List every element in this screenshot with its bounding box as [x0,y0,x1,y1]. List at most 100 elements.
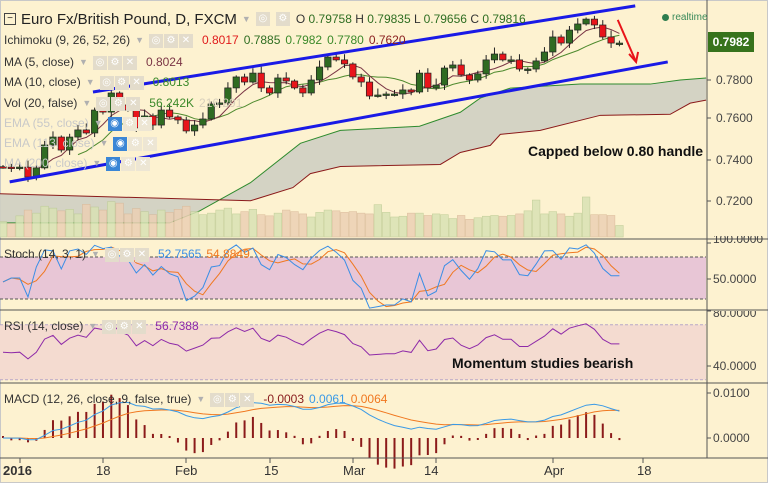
gear-icon[interactable]: ⚙ [128,137,143,151]
close-icon[interactable]: ✕ [137,117,152,131]
close-icon[interactable]: ✕ [122,56,137,70]
candle-down [357,76,365,83]
volume-bar [407,212,416,238]
gear-icon[interactable]: ⚙ [122,117,137,131]
chevron-down-icon[interactable]: ▼ [82,98,92,108]
chevron-down-icon[interactable]: ▼ [135,35,144,45]
candle-down [291,80,299,89]
volume-bar [473,217,482,238]
legend-ema55[interactable]: EMA (55, close) ▼ ◉ ⚙ ✕ [4,115,153,131]
volume-bar [115,202,124,238]
volume-bar [323,209,332,238]
candle-down [266,87,274,94]
eye-icon[interactable]: ◎ [102,320,117,334]
volume-bar [182,205,191,238]
candle-down [299,87,307,94]
volume-bar [332,210,341,238]
candle-up [232,76,240,89]
close-icon[interactable]: ✕ [136,157,151,171]
candle-up [207,103,215,120]
chevron-down-icon[interactable]: ▼ [93,118,103,128]
close-icon[interactable]: ✕ [179,34,193,48]
candle-up [157,109,165,126]
stoch-k-value: 52.7565 [157,247,202,261]
price-tick: 0.7200 [716,194,753,208]
eye-hidden-icon[interactable]: ◉ [106,157,121,171]
gear-icon[interactable]: ⚙ [117,320,132,334]
chevron-down-icon[interactable]: ▼ [99,138,109,148]
chevron-down-icon[interactable]: ▼ [92,158,102,168]
gear-icon[interactable]: ⚙ [111,97,126,111]
eye-icon[interactable]: ◎ [210,393,225,407]
legend-stoch[interactable]: Stoch (14, 3, 1) ▼ ◎ ⚙ ✕ 52.7565 54.8849 [4,246,250,262]
candle-up [415,72,424,93]
candle-down [349,63,357,78]
close-icon[interactable]: ✕ [129,76,144,90]
legend-vol[interactable]: Vol (20, false) ▼ ◎ ⚙ ✕ 56.242K 216.291 [4,95,242,111]
minus-box-icon[interactable]: − [4,13,16,25]
eye-icon[interactable]: ◎ [99,76,114,90]
candle-down [0,166,7,169]
chevron-down-icon[interactable]: ▼ [241,14,251,24]
candle-up [490,53,499,61]
volume-bar [123,213,133,238]
ma5-value: 0.8024 [145,55,183,69]
gear-icon[interactable]: ⚙ [119,248,134,262]
candle-down [499,53,507,61]
candle-up [315,66,324,81]
legend-ma10[interactable]: MA (10, close) ▼ ◎ ⚙ ✕ 0.8013 [4,74,189,90]
gear-icon[interactable]: ⚙ [121,157,136,171]
candle-down [599,24,607,38]
chart-title: Euro Fx/British Pound, D, FXCM [21,10,237,28]
candle-up [399,89,407,95]
close-icon[interactable]: ✕ [126,97,141,111]
legend-macd[interactable]: MACD (12, 26, close, 9, false, true) ▼ ◎… [4,391,387,407]
macd-hist-value: -0.0003 [263,392,305,406]
legend-ma200[interactable]: MA (200, close) ▼ ◉ ⚙ ✕ [4,155,151,171]
eye-hidden-icon[interactable]: ◉ [107,117,122,131]
chevron-down-icon[interactable]: ▼ [79,57,88,67]
legend-label: EMA (113, close) [4,136,95,150]
close-icon[interactable]: ✕ [240,393,255,407]
close-icon[interactable]: ✕ [143,137,158,151]
eye-icon[interactable]: ◎ [255,12,270,26]
gear-icon[interactable]: ⚙ [107,56,122,70]
candle-down [365,81,374,97]
chevron-down-icon[interactable]: ▼ [88,321,98,331]
legend-ichimoku[interactable]: Ichimoku (9, 26, 52, 26) ▼ ◎ ⚙ ✕ 0.8017 0.… [4,32,406,48]
candle-up [91,109,99,134]
high-label: H [355,12,364,26]
eye-icon[interactable]: ◎ [92,56,107,70]
realtime-indicator: realtime [662,12,708,23]
eye-icon[interactable]: ◎ [96,97,111,111]
candle-up [274,77,282,94]
legend-ma5[interactable]: MA (5, close) ▼ ◎ ⚙ ✕ 0.8024 [4,54,183,70]
eye-icon[interactable]: ◎ [149,34,163,48]
high-value: 0.79835 [367,12,411,26]
volume-bar [515,213,524,238]
chevron-down-icon[interactable]: ▼ [91,249,100,259]
candle-up [199,118,207,126]
ichimoku-value: 0.7780 [327,33,364,47]
chevron-down-icon[interactable]: ▼ [85,77,95,87]
eye-hidden-icon[interactable]: ◉ [113,137,128,151]
gear-icon[interactable]: ⚙ [164,34,178,48]
volume-bar [357,212,366,238]
legend-rsi[interactable]: RSI (14, close) ▼ ◎ ⚙ ✕ 56.7388 [4,318,199,334]
volume-bar [448,218,457,238]
candle-up [540,51,549,62]
chevron-down-icon[interactable]: ▼ [196,394,206,404]
gear-icon[interactable]: ⚙ [225,393,240,407]
volume-bar [148,214,158,238]
close-icon[interactable]: ✕ [134,248,149,262]
close-icon[interactable]: ✕ [132,320,147,334]
legend-label: Vol (20, false) [4,96,78,110]
volume-bar [382,212,391,238]
legend-ema113[interactable]: EMA (113, close) ▼ ◉ ⚙ ✕ [4,135,158,151]
eye-icon[interactable]: ◎ [104,248,119,262]
gear-icon[interactable]: ⚙ [275,12,290,26]
gear-icon[interactable]: ⚙ [114,76,129,90]
stoch-d-value: 54.8849 [206,247,250,261]
volume-bar [65,209,74,238]
